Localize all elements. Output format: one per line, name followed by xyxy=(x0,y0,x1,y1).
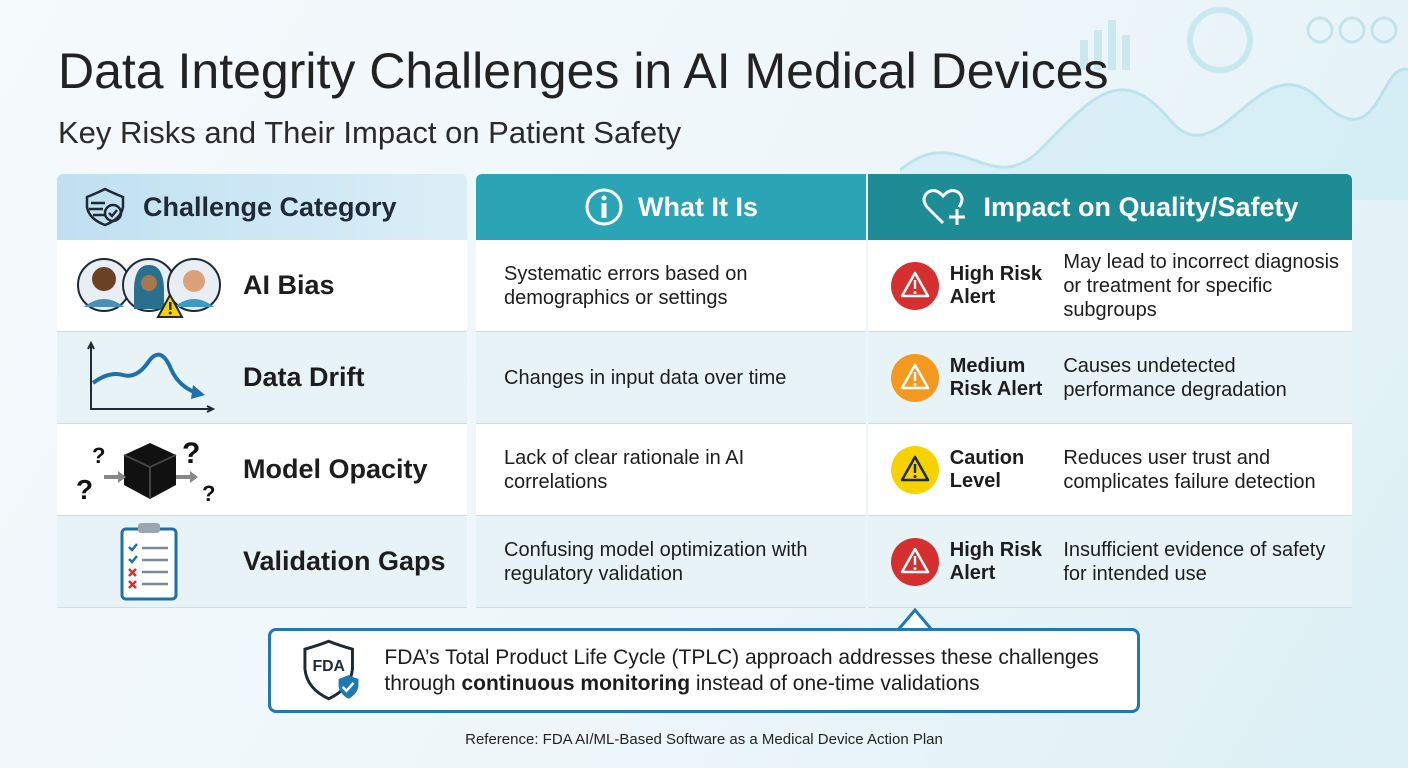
column-header: What It Is xyxy=(476,174,866,240)
category-icon xyxy=(69,340,229,415)
risk-level: Medium Risk Alert xyxy=(949,354,1043,400)
callout-text-part: instead of one-time validations xyxy=(690,671,980,695)
risk-badge xyxy=(891,445,939,494)
impact-cell: High Risk Alert Insufficient evidence of … xyxy=(868,516,1352,608)
category-icon xyxy=(69,521,229,603)
callout-text-part: FDA’s Total Product Life Cycle (TPLC) ap… xyxy=(384,645,1099,695)
people-icon xyxy=(77,257,221,318)
risk-badge xyxy=(891,261,939,310)
impact: Reduces user trust and complicates failu… xyxy=(1063,446,1316,493)
drift-icon xyxy=(87,340,216,413)
column-header: Challenge Category xyxy=(57,174,467,240)
column-header-text: Challenge Category xyxy=(143,191,397,222)
category: Model Opacity xyxy=(243,454,428,484)
reference: Reference: FDA AI/ML-Based Software as a… xyxy=(465,731,943,748)
impact: May lead to incorrect diagnosis or treat… xyxy=(1063,250,1340,321)
subtitle: Key Risks and Their Impact on Patient Sa… xyxy=(58,115,682,150)
column-header: Impact on Quality/Safety xyxy=(868,174,1352,240)
column-header-text: Impact on Quality/Safety xyxy=(983,191,1299,222)
shield-icon xyxy=(85,187,125,227)
description-cell: Systematic errors based on demographics … xyxy=(476,240,866,332)
checklist-icon xyxy=(120,522,178,600)
title: Data Integrity Challenges in AI Medical … xyxy=(58,43,1109,99)
impact-cell: High Risk Alert May lead to incorrect dia… xyxy=(868,240,1352,332)
category: Data Drift xyxy=(243,362,365,392)
risk-level: High Risk Alert xyxy=(949,538,1043,584)
category-icon: ???? xyxy=(69,433,229,507)
description-cell: Changes in input data over time xyxy=(476,332,866,424)
category-cell: AI Bias xyxy=(57,240,467,332)
column-header-text: What It Is xyxy=(638,191,758,222)
category-cell: ???? Model Opacity xyxy=(57,424,467,516)
risk-level: High Risk Alert xyxy=(949,262,1043,308)
impact: Insufficient evidence of safety for inte… xyxy=(1063,538,1326,585)
impact-cell: Medium Risk Alert Causes undetected perfo… xyxy=(868,332,1352,424)
svg-text:?: ? xyxy=(202,481,215,506)
category-cell: Data Drift xyxy=(57,332,467,424)
description-cell: Confusing model optimization with regula… xyxy=(476,516,866,608)
callout-text-bold: continuous monitoring xyxy=(461,671,691,695)
fda-logo-text: FDA xyxy=(312,658,345,675)
fda-logo: FDA xyxy=(303,639,359,700)
category-icon xyxy=(69,251,229,321)
svg-text:?: ? xyxy=(92,443,105,468)
risk-badge xyxy=(891,537,939,586)
impact-cell: Caution Level Reduces user trust and comp… xyxy=(868,424,1352,516)
category-cell: Validation Gaps xyxy=(57,516,467,608)
impact: Causes undetected performance degradatio… xyxy=(1063,354,1287,401)
category: Validation Gaps xyxy=(243,546,446,576)
black-box-icon: ???? xyxy=(76,437,215,506)
background-decoration xyxy=(900,7,1408,200)
svg-text:?: ? xyxy=(76,474,93,505)
risk-level: Caution Level xyxy=(949,446,1025,492)
svg-text:?: ? xyxy=(182,437,200,470)
info-icon xyxy=(585,188,623,226)
callout-text: FDA’s Total Product Life Cycle (TPLC) ap… xyxy=(384,645,1137,697)
description-cell: Lack of clear rationale in AI correlatio… xyxy=(476,424,866,516)
heart-icon xyxy=(922,189,966,225)
category: AI Bias xyxy=(243,270,335,300)
risk-badge xyxy=(891,353,939,402)
callout: FDA FDA’s Total Product Life Cycle (TPLC… xyxy=(268,628,1140,713)
callout-pointer xyxy=(898,608,932,631)
